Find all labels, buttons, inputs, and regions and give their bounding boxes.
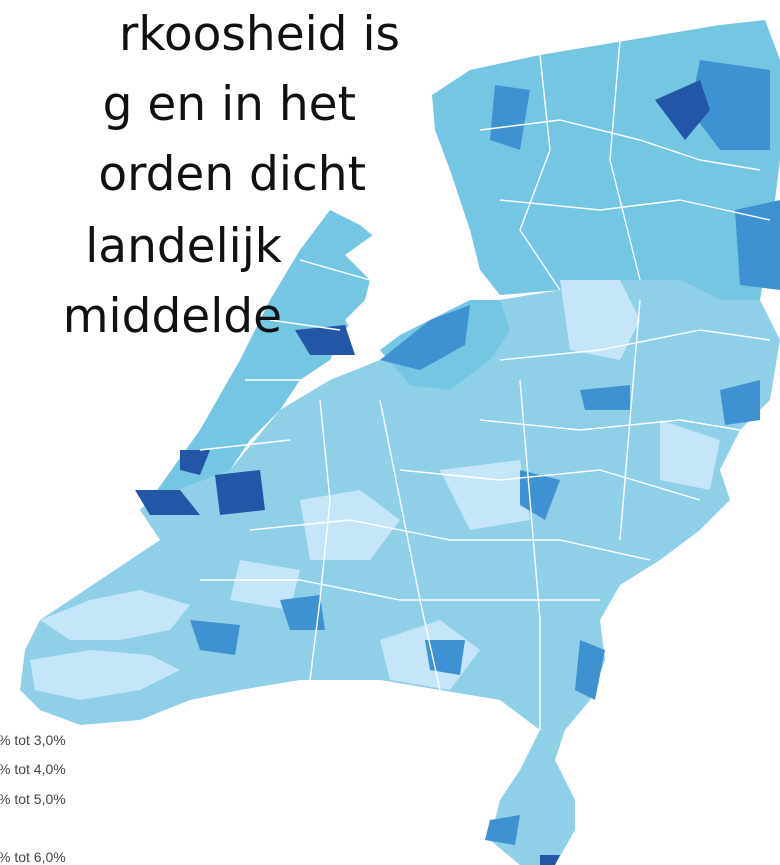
legend-label: % tot 4,0% — [0, 761, 66, 777]
headline-line: middelde — [63, 289, 282, 344]
legend-label: % tot 3,0% — [0, 732, 66, 748]
headline-line: rkoosheid is — [119, 7, 400, 62]
darkest-area — [135, 80, 710, 865]
lake — [345, 230, 480, 345]
map — [20, 20, 780, 865]
borders — [199, 39, 771, 730]
legend: % tot 3,0% % tot 4,0% % tot 5,0% % tot 6… — [0, 732, 66, 865]
headline-line: orden dicht — [98, 147, 366, 202]
main-region — [20, 280, 780, 865]
zeeland-region — [30, 590, 190, 700]
mid-dark-area — [190, 60, 780, 845]
headline-line: landelijk — [85, 219, 283, 274]
legend-label: % tot 5,0% — [0, 791, 66, 807]
north-region — [432, 20, 780, 300]
holland-region — [150, 210, 400, 500]
light-area — [230, 280, 720, 690]
headline-line: g en in het — [103, 77, 356, 132]
legend-label: % tot 6,0% — [0, 849, 66, 865]
headline: rkoosheid is g en in het orden dicht lan… — [63, 7, 400, 344]
